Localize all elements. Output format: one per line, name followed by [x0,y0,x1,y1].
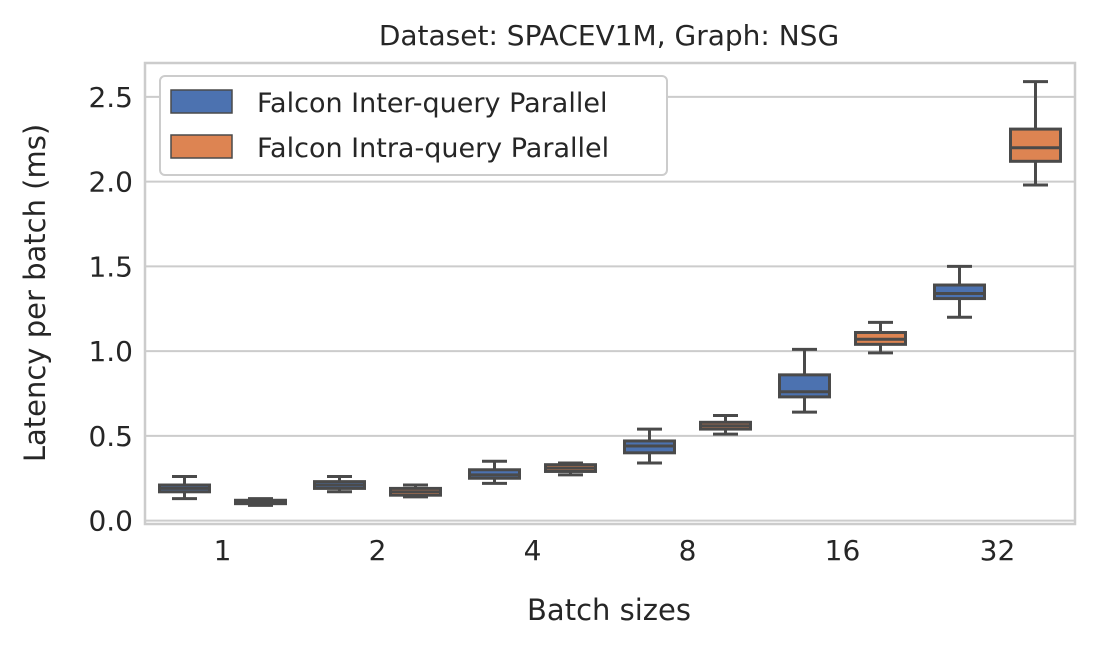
x-tick-label: 2 [369,534,387,567]
x-tick-label: 8 [679,534,697,567]
y-tick-label: 0.5 [88,420,133,453]
legend-label: Falcon Intra-query Parallel [257,133,609,164]
y-tick-label: 1.5 [88,250,133,283]
legend-label: Falcon Inter-query Parallel [257,88,607,119]
box-16 [778,373,831,399]
plot-area: 0.0 0.5 1.0 1.5 2.0 2.5 1 2 4 8 16 32 [88,61,1077,567]
legend-swatch [170,89,233,114]
box-32 [1009,127,1062,163]
y-tick-label: 1.0 [88,335,133,368]
x-tick-label: 32 [980,534,1016,567]
x-tick-label: 16 [825,534,861,567]
legend-frame [159,75,668,176]
plot-frame [143,61,1077,526]
legend: Falcon Inter-query Parallel Falcon Intra-… [159,75,668,176]
y-axis-label: Latency per batch (ms) [18,124,52,462]
y-tick-label: 2.0 [88,166,133,199]
legend-swatch [170,134,233,159]
chart-title: Dataset: SPACEV1M, Graph: NSG [379,19,839,52]
x-tick-label: 4 [524,534,542,567]
y-tick-label: 0.0 [88,505,133,538]
box-32 [933,283,986,301]
x-tick-label: 1 [214,534,232,567]
x-axis-label: Batch sizes [527,593,691,627]
y-tick-label: 2.5 [88,81,133,114]
